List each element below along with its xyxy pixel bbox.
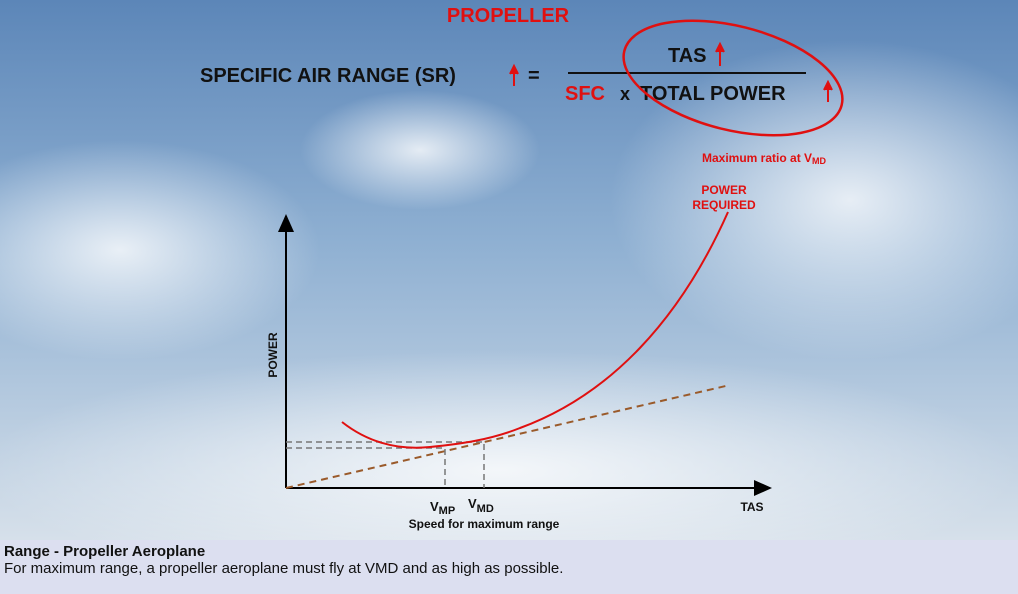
numerator: TAS xyxy=(668,45,707,67)
times-text: x xyxy=(620,84,630,104)
caption-title: Range - Propeller Aeroplane xyxy=(4,543,206,560)
up-arrow xyxy=(823,79,833,102)
curve-label-line: POWER xyxy=(701,183,747,197)
vmp-label: VMP xyxy=(430,499,455,517)
title-text: PROPELLER xyxy=(447,5,570,27)
sfc-text: SFC xyxy=(565,83,605,105)
curve-label-line: REQUIRED xyxy=(692,198,756,212)
equals-text: = xyxy=(528,65,540,87)
cloud xyxy=(610,40,1018,360)
slide: PROPELLER SPECIFIC AIR RANGE (SR) = TAS … xyxy=(0,0,1018,540)
annotation: Maximum ratio at VMD xyxy=(702,151,827,166)
v: V xyxy=(430,499,439,514)
x-axis-label: TAS xyxy=(740,500,763,514)
v: V xyxy=(468,496,477,511)
speed-caption-text: Speed for maximum range xyxy=(409,517,560,531)
cloud xyxy=(0,140,320,360)
y-axis-label: POWER xyxy=(266,332,280,378)
power-required-curve xyxy=(341,211,729,449)
up-arrow xyxy=(509,63,519,86)
power-text: TOTAL POWER xyxy=(640,83,786,105)
sub: MD xyxy=(477,503,494,515)
caption: Range - Propeller Aeroplane For maximum … xyxy=(0,540,1018,594)
curve-label: POWER REQUIRED xyxy=(692,183,756,212)
x-label-text: TAS xyxy=(740,500,763,514)
annotation-text: Maximum ratio at V xyxy=(702,151,812,165)
annotation-sub: MD xyxy=(812,156,826,166)
cloud xyxy=(300,90,540,210)
vmd-label: VMD xyxy=(468,496,494,515)
tangent-line xyxy=(285,384,731,489)
total-power: TOTAL POWER xyxy=(640,83,786,105)
caption-text: For maximum range, a propeller aeroplane… xyxy=(4,560,564,577)
lhs: SPECIFIC AIR RANGE (SR) xyxy=(200,65,456,87)
sfc: SFC xyxy=(565,83,605,105)
highlight-ellipse xyxy=(622,19,844,137)
equals: = xyxy=(528,65,540,87)
sub: MP xyxy=(439,505,456,517)
up-arrow xyxy=(715,41,725,66)
formula-lhs: SPECIFIC AIR RANGE (SR) xyxy=(200,65,456,87)
numerator-text: TAS xyxy=(668,45,707,67)
times: x xyxy=(620,84,630,104)
title: PROPELLER xyxy=(447,5,570,27)
speed-caption: Speed for maximum range xyxy=(409,517,560,531)
guide-lines xyxy=(286,441,485,488)
y-label-text: POWER xyxy=(266,332,280,378)
